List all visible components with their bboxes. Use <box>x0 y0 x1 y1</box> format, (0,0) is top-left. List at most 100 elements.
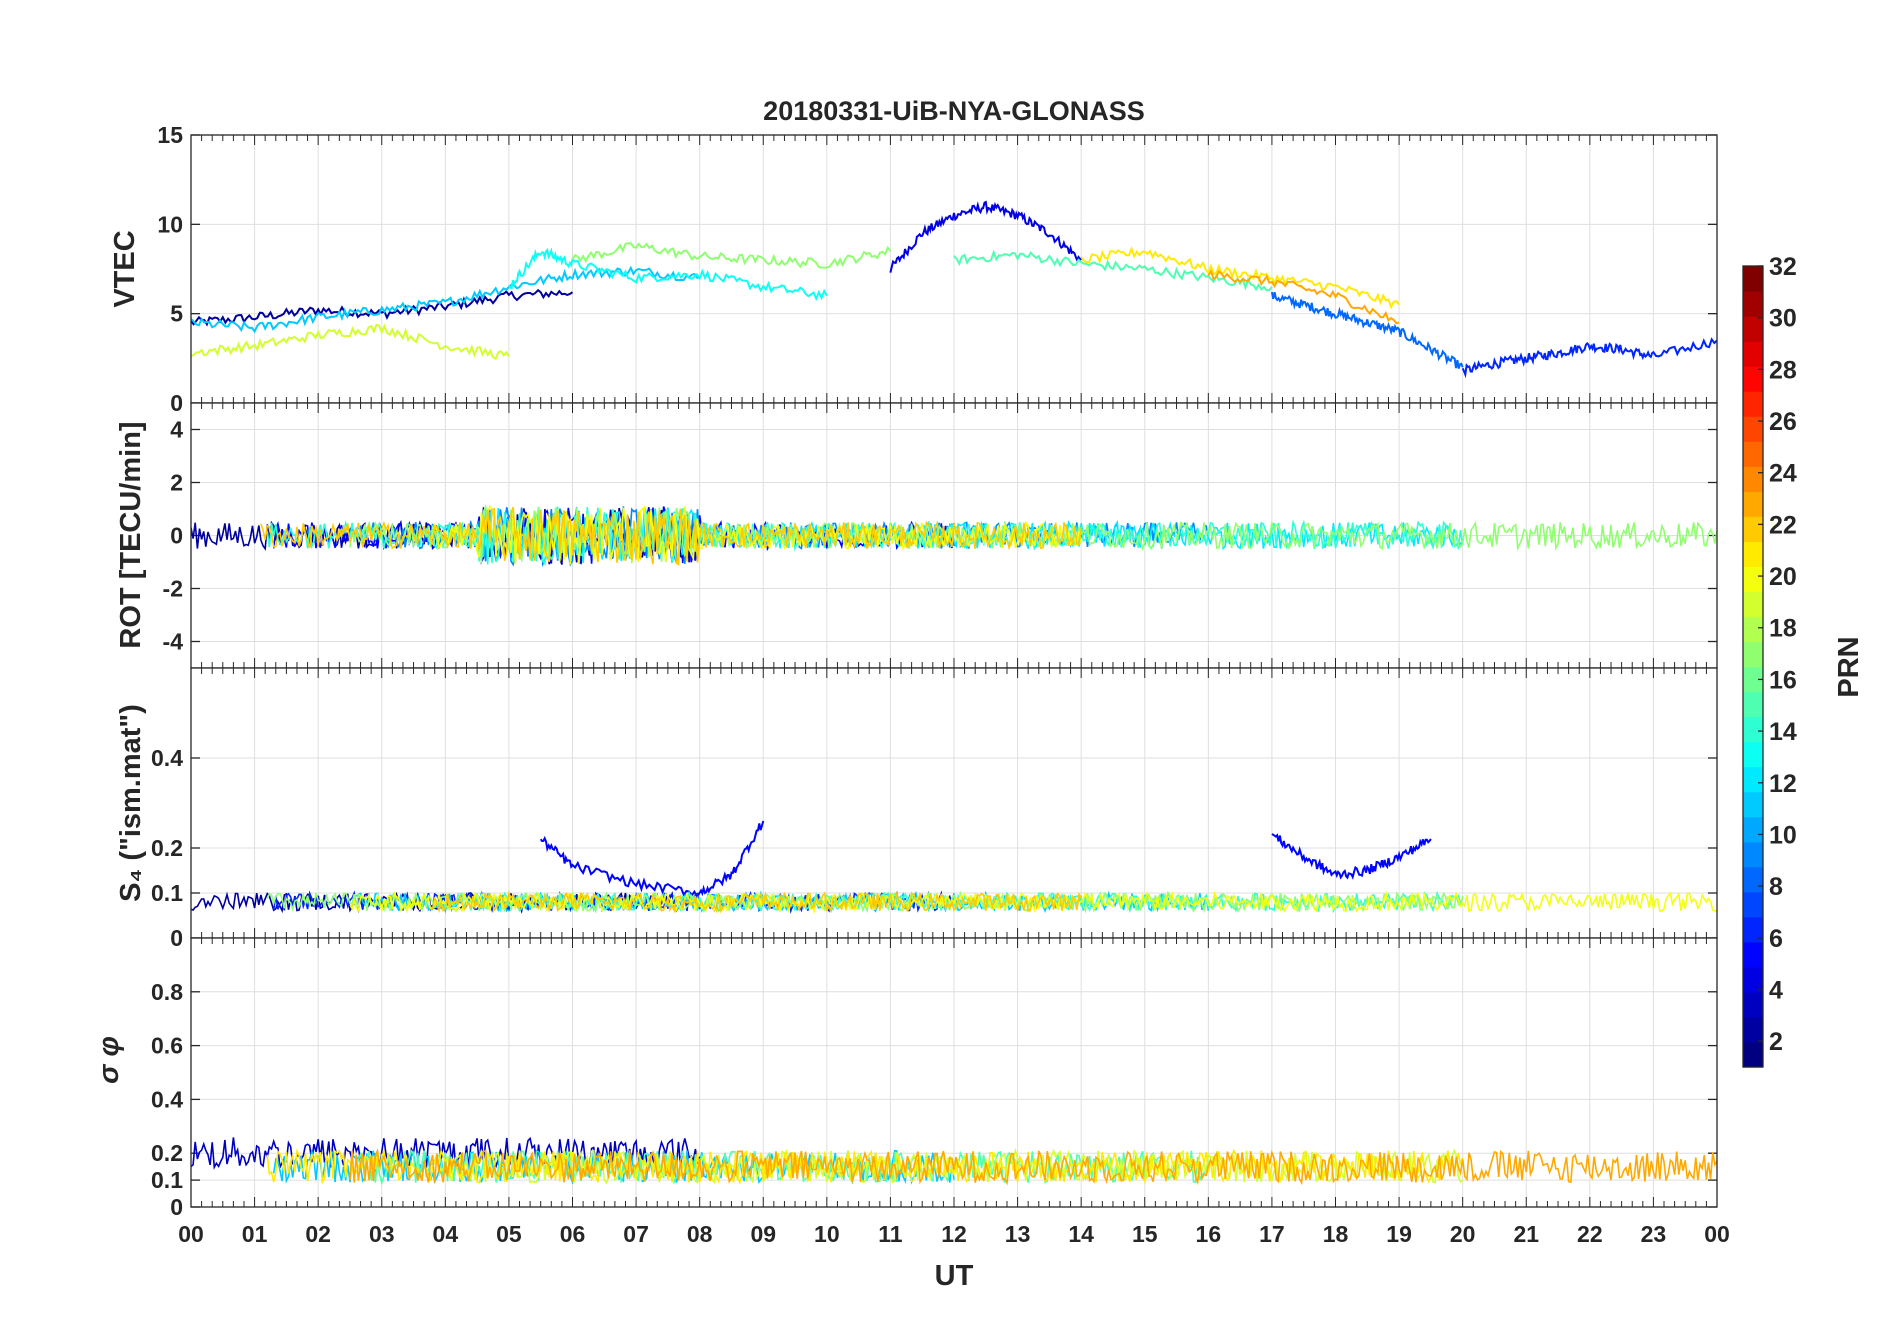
colorbar-segment <box>1743 766 1763 793</box>
colorbar-tick-label: 30 <box>1769 305 1797 333</box>
x-tick-label: 05 <box>496 1221 522 1247</box>
y-tick-label: 0.2 <box>151 1140 183 1166</box>
y-tick-label: 5 <box>170 301 183 327</box>
colorbar-frame <box>1742 265 1764 1068</box>
colorbar-segment <box>1743 341 1763 367</box>
colorbar-segment <box>1743 391 1763 417</box>
y-tick-label: 0.8 <box>151 979 183 1005</box>
colorbar-segment <box>1743 991 1763 1018</box>
colorbar-label: PRN <box>1833 636 1865 697</box>
y-tick-label: -2 <box>163 576 183 602</box>
x-tick-label: 16 <box>1196 1221 1222 1247</box>
y-tick-label: 0.1 <box>151 880 183 906</box>
series-line <box>889 200 1082 273</box>
series-line <box>260 506 1082 566</box>
colorbar-tick-label: 12 <box>1769 770 1797 798</box>
colorbar-segment <box>1743 716 1763 743</box>
colorbar-segment <box>1743 616 1763 643</box>
colorbar-segment <box>1743 316 1763 342</box>
series-line <box>1270 291 1464 369</box>
colorbar-segment <box>1743 941 1763 968</box>
series-line <box>431 890 1082 915</box>
y-tick-label: 0.2 <box>151 835 183 861</box>
series-line <box>953 249 1273 292</box>
x-tick-label: 18 <box>1323 1221 1349 1247</box>
colorbar-segment <box>1743 516 1763 542</box>
colorbar-tick-label: 20 <box>1769 563 1797 591</box>
x-tick-label: 17 <box>1259 1221 1285 1247</box>
colorbar-segment <box>1743 566 1763 593</box>
colorbar-segment <box>1743 866 1763 893</box>
y-tick-label: 0.6 <box>151 1033 183 1059</box>
panel-rot: -4 -2 0 2 4 <box>163 402 1718 669</box>
chart-title: 20180331-UiB-NYA-GLONASS <box>763 96 1145 126</box>
x-tick-label: 13 <box>1005 1221 1031 1247</box>
plot-area <box>191 820 1717 915</box>
colorbar-segment <box>1743 816 1763 843</box>
y-tick-label: 15 <box>157 122 183 148</box>
colorbar-segment <box>1743 841 1763 868</box>
y-tick-label: 2 <box>170 470 183 496</box>
x-tick-label: 01 <box>242 1221 268 1247</box>
colorbar-segment <box>1743 416 1763 442</box>
colorbar-segment <box>1743 291 1763 317</box>
x-tick-label: 08 <box>687 1221 713 1247</box>
y-tick-label: 0.1 <box>151 1167 183 1193</box>
x-tick-label: 20 <box>1450 1221 1476 1247</box>
colorbar-tick-label: 26 <box>1769 408 1797 436</box>
colorbar-segment <box>1743 666 1763 693</box>
series-line <box>191 288 574 327</box>
series-line <box>349 890 1717 914</box>
y-tick-label: 0 <box>170 523 183 549</box>
panel-s4: 0 0.1 0.2 0.4 <box>151 667 1718 951</box>
series-line <box>1080 246 1400 310</box>
colorbar-tick-label: 16 <box>1769 666 1797 694</box>
colorbar-segment <box>1743 441 1763 467</box>
colorbar-segment <box>1743 966 1763 993</box>
x-tick-label: 06 <box>560 1221 586 1247</box>
series-line <box>191 323 510 361</box>
panel-vtec: 0 5 10 15 <box>157 122 1718 416</box>
x-tick-label: 03 <box>369 1221 395 1247</box>
plot-area <box>191 504 1717 568</box>
x-tick-label: 15 <box>1132 1221 1158 1247</box>
series-line <box>1207 268 1400 325</box>
x-tick-label: 11 <box>878 1221 903 1247</box>
colorbar-segment <box>1743 741 1763 768</box>
colorbar-segment <box>1743 641 1763 668</box>
colorbar-tick-label: 28 <box>1769 356 1797 384</box>
colorbar-segment <box>1743 466 1763 492</box>
series-line <box>571 242 892 269</box>
colorbar-segment <box>1743 541 1763 567</box>
y-tick-label: 10 <box>157 211 183 237</box>
x-tick-label: 14 <box>1068 1221 1094 1247</box>
x-tick-label: 04 <box>433 1221 459 1247</box>
colorbar-segment <box>1743 266 1763 292</box>
y-tick-label: 0.4 <box>151 1086 183 1112</box>
colorbar-segment <box>1743 791 1763 818</box>
colorbar-segment <box>1743 1041 1763 1068</box>
colorbar-tick-label: 10 <box>1769 821 1797 849</box>
series-line <box>539 820 765 899</box>
panel-rot-ylabel: ROT [TECU/min] <box>115 421 147 648</box>
x-tick-label: 02 <box>305 1221 331 1247</box>
colorbar-tick-label: 4 <box>1769 976 1783 1004</box>
y-tick-label: 4 <box>170 417 183 443</box>
colorbar-tick-label: 14 <box>1769 718 1797 746</box>
x-tick-label: 12 <box>941 1221 967 1247</box>
plot-area <box>191 1136 1717 1186</box>
x-axis-label: UT <box>935 1260 974 1292</box>
panel-sigma-phi: 00.10.2 0.4 0.6 0.8 <box>151 937 1718 1220</box>
y-tick-label: 0 <box>170 390 183 416</box>
colorbar-tick-label: 24 <box>1769 460 1797 488</box>
colorbar-tick-label: 18 <box>1769 615 1797 643</box>
colorbar-segment <box>1743 366 1763 392</box>
y-tick-label: 0 <box>170 1194 183 1220</box>
y-tick-label: 0 <box>170 925 183 951</box>
x-tick-label: 00 <box>178 1221 204 1247</box>
x-tick-label: 21 <box>1513 1221 1539 1247</box>
x-axis-ticks: 00 01 02 03 04 05 06 07 08 09 10 11 12 13 14 15 16 17 18 19… <box>178 1221 1730 1247</box>
colorbar-segment <box>1743 1016 1763 1043</box>
